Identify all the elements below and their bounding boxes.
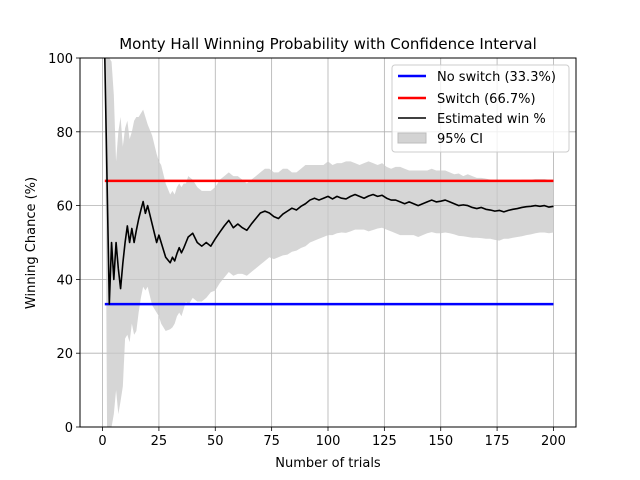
chart-title: Monty Hall Winning Probability with Conf… bbox=[119, 35, 537, 53]
x-tick-label: 150 bbox=[428, 434, 453, 449]
x-tick-label: 0 bbox=[98, 434, 106, 449]
y-tick-label: 80 bbox=[56, 126, 73, 141]
legend-label-estimate: Estimated win % bbox=[437, 112, 546, 127]
x-tick-label: 175 bbox=[485, 434, 510, 449]
legend-label-switch: Switch (66.7%) bbox=[437, 92, 536, 107]
ci-layer bbox=[104, 58, 554, 427]
x-tick-label: 100 bbox=[316, 434, 341, 449]
legend: No switch (33.3%) Switch (66.7%) Estimat… bbox=[391, 64, 570, 153]
x-ticks: 0 25 50 75 100 125 150 175 200 bbox=[98, 427, 566, 449]
y-axis-label: Winning Chance (%) bbox=[24, 177, 39, 309]
x-tick-label: 25 bbox=[151, 434, 168, 449]
estimate-line bbox=[104, 57, 554, 305]
y-tick-label: 60 bbox=[56, 200, 73, 215]
legend-box bbox=[391, 64, 570, 153]
y-tick-label: 20 bbox=[56, 347, 73, 362]
legend-label-no-switch: No switch (33.3%) bbox=[437, 70, 556, 85]
y-ticks: 0 20 40 60 80 100 bbox=[48, 52, 80, 436]
y-tick-label: 0 bbox=[65, 421, 73, 436]
x-tick-label: 200 bbox=[541, 434, 566, 449]
legend-label-ci: 95% CI bbox=[437, 132, 483, 147]
ci-band bbox=[104, 58, 554, 427]
x-tick-label: 125 bbox=[372, 434, 397, 449]
legend-swatch-ci bbox=[397, 132, 427, 144]
x-tick-label: 50 bbox=[207, 434, 224, 449]
y-tick-label: 100 bbox=[48, 52, 73, 67]
lines-layer bbox=[104, 57, 554, 306]
x-tick-label: 75 bbox=[263, 434, 280, 449]
x-axis-label: Number of trials bbox=[275, 456, 381, 471]
y-tick-label: 40 bbox=[56, 273, 73, 288]
